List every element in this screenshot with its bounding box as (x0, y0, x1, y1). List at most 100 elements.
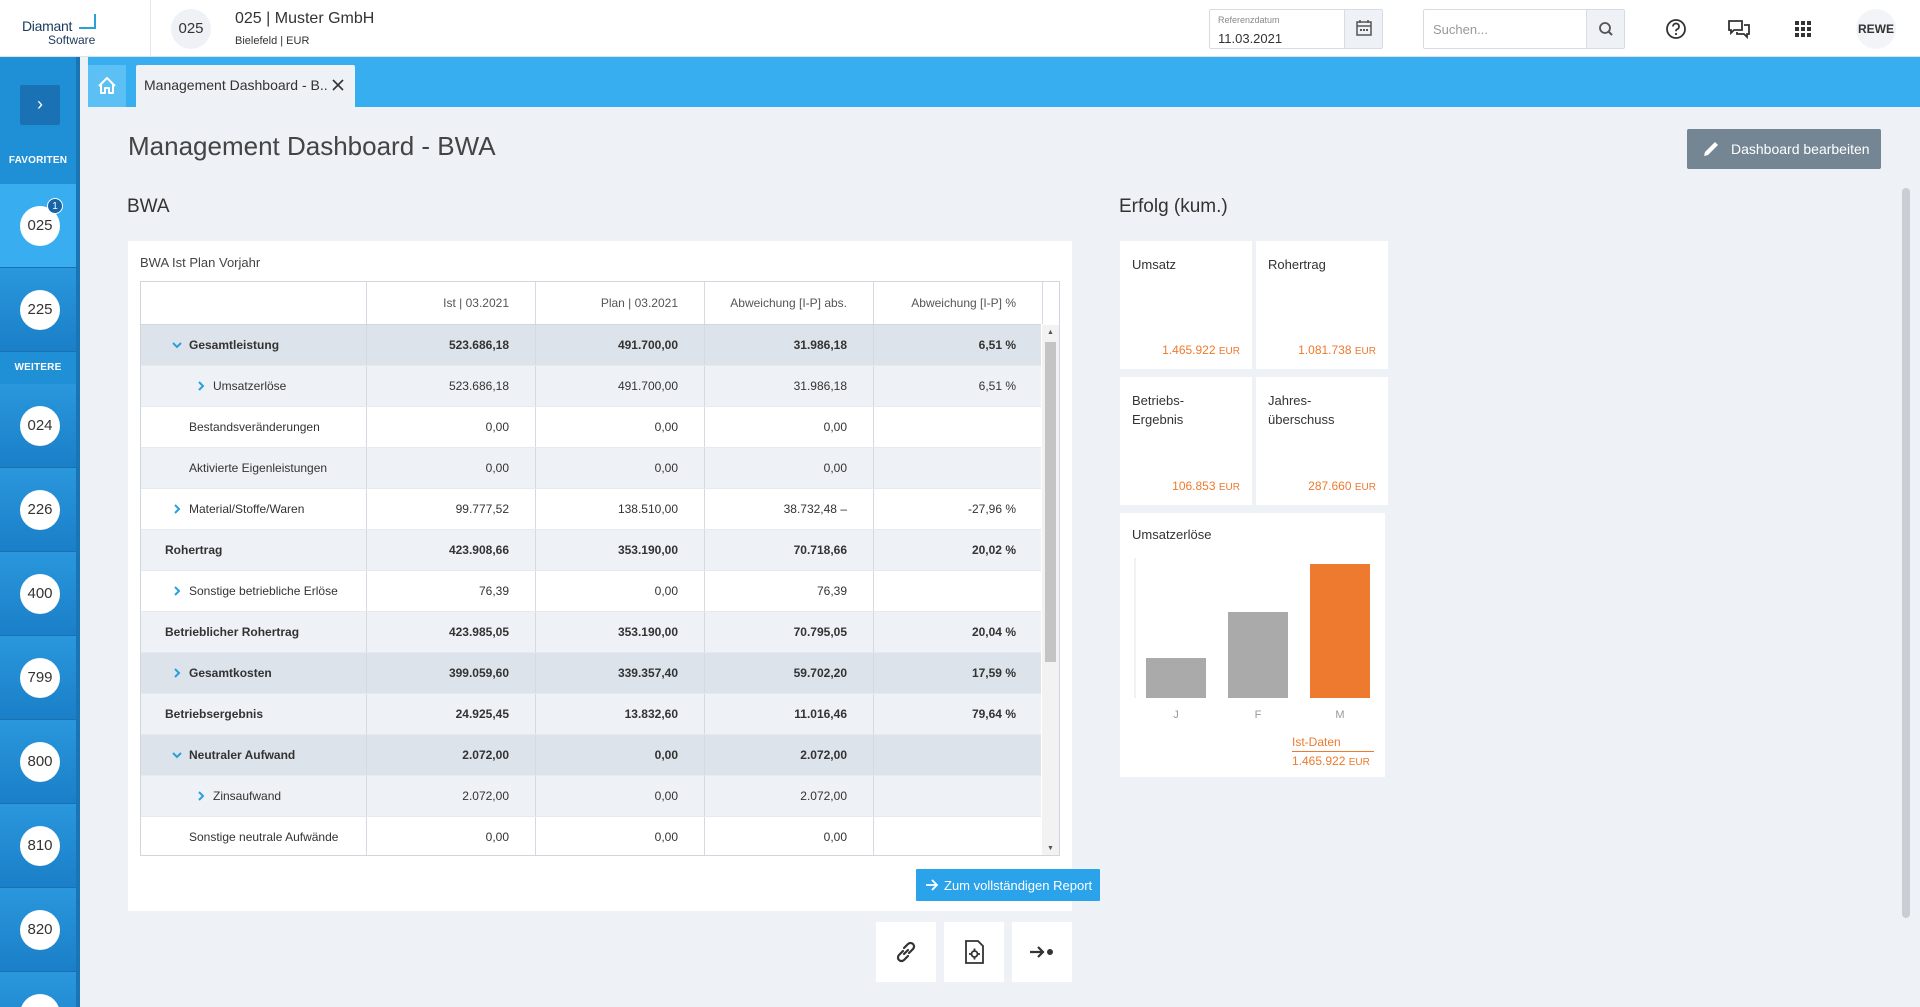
full-report-button[interactable]: Zum vollständigen Report (916, 869, 1100, 901)
row-value-cell: 523.686,18 (367, 325, 536, 365)
bwa-panel-title: BWA Ist Plan Vorjahr (140, 255, 261, 270)
table-row[interactable]: Aktivierte Eigenleistungen 0,00 0,00 0,00 (141, 448, 1043, 489)
table-row[interactable]: Betrieblicher Rohertrag 423.985,05 353.190… (141, 612, 1043, 653)
table-row[interactable]: Rohertrag 423.908,66 353.190,00 70.718,66 20… (141, 530, 1043, 571)
user-avatar[interactable]: REWE (1856, 9, 1896, 49)
row-value-cell: -27,96 % (874, 489, 1043, 529)
reference-date-field[interactable]: Referenzdatum 11.03.2021 (1209, 9, 1383, 49)
kpi-label: Umsatz (1132, 257, 1177, 272)
row-label-cell: Aktivierte Eigenleistungen (141, 448, 367, 488)
sidebar-expand-button[interactable]: › (20, 85, 60, 125)
row-value-cell: 2.072,00 (705, 735, 874, 775)
header-ist[interactable]: Ist | 03.2021 (367, 282, 536, 324)
table-row[interactable]: Umsatzerlöse 523.686,18 491.700,00 31.986,1… (141, 366, 1043, 407)
chevron-down-icon[interactable] (171, 749, 183, 761)
header-plan[interactable]: Plan | 03.2021 (536, 282, 705, 324)
sidebar-item-810[interactable]: 810 (0, 804, 76, 888)
table-row[interactable]: Material/Stoffe/Waren 99.777,52 138.510,00… (141, 489, 1043, 530)
sidebar-item-800[interactable]: 800 (0, 720, 76, 804)
sidebar-item-400[interactable]: 400 (0, 552, 76, 636)
kpi-tile-umsatz[interactable]: Umsatz 1.465.922 EUR (1120, 241, 1252, 369)
table-row[interactable]: Gesamtleistung 523.686,18 491.700,00 31.986… (141, 325, 1043, 366)
chart-title: Umsatzerlöse (1132, 527, 1212, 542)
chevron-right-icon[interactable] (195, 790, 207, 802)
chart-bar-M[interactable] (1310, 564, 1370, 698)
tab-management-dashboard[interactable]: Management Dashboard - B... (136, 65, 355, 107)
table-row[interactable]: Bestandsveränderungen 0,00 0,00 0,00 (141, 407, 1043, 448)
close-icon[interactable] (331, 78, 345, 92)
table-scrollbar[interactable]: ▲ ▼ (1042, 325, 1059, 855)
apps-grid-icon[interactable] (1789, 15, 1817, 43)
chevron-right-icon[interactable] (195, 380, 207, 392)
company-number-badge[interactable]: 025 (171, 9, 211, 49)
sidebar-edge (76, 57, 80, 1007)
row-label-cell: Umsatzerlöse (141, 366, 367, 406)
scroll-down-icon[interactable]: ▼ (1047, 845, 1054, 852)
chevron-right-icon[interactable] (171, 503, 183, 515)
chat-icon[interactable] (1725, 15, 1753, 43)
header-abweichung-abs[interactable]: Abweichung [I-P] abs. (705, 282, 874, 324)
umsatzerloese-chart-tile[interactable]: J F M Umsatzerlöse Ist-Daten 1.465.922 EUR (1120, 513, 1385, 777)
kpi-tile-betriebsergebnis[interactable]: Betriebs- Ergebnis 106.853 EUR (1120, 377, 1252, 505)
scroll-up-icon[interactable]: ▲ (1047, 329, 1054, 336)
sidebar-item-225[interactable]: 225 (0, 268, 76, 352)
scrollbar-thumb[interactable] (1045, 342, 1056, 662)
chart-bar-J[interactable] (1146, 658, 1206, 698)
page-scrollbar[interactable] (1902, 188, 1910, 918)
calendar-button[interactable] (1344, 10, 1382, 48)
tab-home[interactable] (88, 65, 126, 107)
row-value-cell: 0,00 (705, 448, 874, 488)
export-button[interactable] (1012, 922, 1072, 982)
sidebar-item-799[interactable]: 799 (0, 636, 76, 720)
row-value-cell: 423.908,66 (367, 530, 536, 570)
table-row[interactable]: Betriebsergebnis 24.925,45 13.832,60 11.016… (141, 694, 1043, 735)
chart-bar-F[interactable] (1228, 612, 1288, 698)
notification-badge: 1 (47, 198, 63, 214)
chevron-right-icon[interactable] (171, 667, 183, 679)
company-circle: 225 (20, 290, 60, 330)
link-button[interactable] (876, 922, 936, 982)
export-arrow-icon (1030, 946, 1053, 958)
tab-label: Management Dashboard - B... (144, 77, 327, 93)
kpi-tile-rohertrag[interactable]: Rohertrag 1.081.738 EUR (1256, 241, 1388, 369)
kpi-tile-jahresueberschuss[interactable]: Jahres- überschuss 287.660 EUR (1256, 377, 1388, 505)
company-circle: 810 (20, 826, 60, 866)
report-settings-button[interactable] (944, 922, 1004, 982)
cell-value: 0,00 (654, 420, 678, 434)
search-button[interactable] (1586, 10, 1624, 48)
row-value-cell: 339.357,40 (536, 653, 705, 693)
help-icon[interactable] (1662, 15, 1690, 43)
reference-date-label: Referenzdatum (1218, 15, 1280, 25)
row-label: Gesamtkosten (189, 666, 272, 680)
kpi-value: 1.465.922 EUR (1162, 343, 1240, 357)
search-input[interactable] (1424, 10, 1588, 48)
bwa-panel: BWA Ist Plan Vorjahr Ist | 03.2021 Plan … (128, 241, 1100, 911)
reference-date-value[interactable]: 11.03.2021 (1218, 31, 1283, 46)
sidebar-item-024[interactable]: 024 (0, 384, 76, 468)
header-abweichung-pct[interactable]: Abweichung [I-P] % (874, 282, 1043, 324)
row-value-cell: 38.732,48 – (705, 489, 874, 529)
edit-dashboard-button[interactable]: Dashboard bearbeiten (1687, 129, 1881, 169)
search-field[interactable] (1423, 9, 1625, 49)
row-value-cell: 59.702,20 (705, 653, 874, 693)
sidebar-item-025[interactable]: 025 1 (0, 184, 76, 268)
sidebar-item-820[interactable]: 820 (0, 888, 76, 972)
chevron-right-icon[interactable] (171, 585, 183, 597)
sidebar-item-226[interactable]: 226 (0, 468, 76, 552)
table-row[interactable]: Neutraler Aufwand 2.072,00 0,00 2.072,00 (141, 735, 1043, 776)
table-row[interactable]: Zinsaufwand 2.072,00 0,00 2.072,00 (141, 776, 1043, 817)
company-name[interactable]: 025 | Muster GmbH (235, 10, 375, 27)
table-row[interactable]: Gesamtkosten 399.059,60 339.357,40 59.702,2… (141, 653, 1043, 694)
kpi-label: Rohertrag (1268, 257, 1326, 272)
row-value-cell: 0,00 (367, 407, 536, 447)
cell-value: 491.700,00 (617, 338, 678, 352)
row-value-cell (874, 776, 1043, 816)
table-row[interactable]: Sonstige neutrale Aufwände 0,00 0,00 0,00 (141, 817, 1043, 855)
table-row[interactable]: Sonstige betriebliche Erlöse 76,39 0,00 76,… (141, 571, 1043, 612)
diamant-logo[interactable]: Diamant Software (22, 12, 102, 47)
cell-value: 0,00 (485, 830, 509, 844)
company-location: Bielefeld | EUR (235, 35, 310, 47)
sidebar-item-partial[interactable] (0, 972, 76, 1007)
chevron-down-icon[interactable] (171, 339, 183, 351)
favorites-heading: FAVORITEN (8, 155, 68, 166)
